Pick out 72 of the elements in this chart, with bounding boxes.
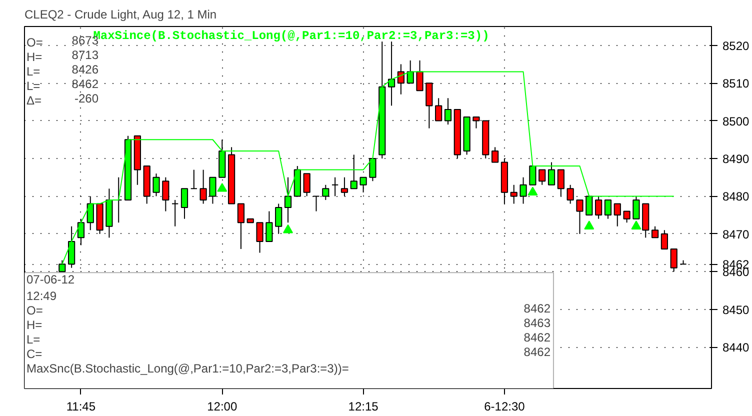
candlestick [444, 98, 452, 126]
candlestick [548, 162, 556, 186]
annotation: H= [26, 50, 42, 64]
candlestick [426, 82, 433, 129]
annotation: 8463 [524, 316, 551, 330]
candlestick [472, 116, 480, 129]
y-tick-label: 8510 [722, 76, 750, 91]
annotation: O= [26, 36, 43, 50]
text: L= [26, 332, 40, 347]
candlestick [651, 226, 659, 238]
y-tick-label: 8470 [722, 227, 750, 242]
candlestick [275, 203, 282, 234]
candlestick [312, 196, 320, 212]
candlestick [623, 210, 630, 224]
text: L= [26, 79, 40, 94]
candlestick [566, 184, 574, 204]
candlestick [491, 146, 499, 163]
annotation: 8462 [524, 302, 551, 316]
candlestick [435, 98, 442, 122]
chart-title: CLEQ2 - Crude Light, Aug 12, 1 Min [24, 8, 217, 22]
candlestick [284, 176, 292, 224]
candlestick [256, 222, 264, 254]
candlestick [586, 196, 593, 216]
y-tick-label: 8500 [722, 114, 750, 128]
x-tick-label: 12:00 [207, 400, 238, 414]
annotation: L= [26, 64, 40, 79]
text: Δ= -260 [26, 92, 99, 108]
candlestick [416, 60, 424, 92]
annotation: C= [26, 347, 42, 362]
candlestick [322, 184, 330, 200]
candlestick [604, 199, 612, 220]
y-tick-label: 8480 [722, 190, 750, 204]
candlestick [190, 169, 198, 190]
annotation: 12:49 [26, 289, 57, 304]
x-tick-label: 6-12:30 [484, 400, 526, 414]
y-tick-label: 8440 [722, 340, 750, 355]
candlestick [614, 203, 621, 227]
candlestick [172, 199, 179, 227]
annotation: 8462 [524, 330, 551, 345]
y-tick-label: 8520 [722, 38, 750, 53]
candlestick [360, 176, 367, 193]
x-tick-label: 11:45 [66, 400, 96, 414]
candlestick [303, 173, 310, 197]
text: H= [26, 318, 42, 332]
candlestick [237, 203, 245, 250]
y-tick-label: 8450 [722, 302, 750, 317]
candlestick [200, 169, 207, 204]
candlestick [180, 188, 188, 220]
text: 8426 [72, 62, 99, 77]
annotation: MaxSnc(B.Stochastic_Long(@,Par1:=10,Par2:=3,Par3:=3))= [26, 362, 349, 376]
candlestick [86, 196, 94, 231]
text: 8713 [72, 48, 99, 62]
y-tick-label: 8490 [722, 152, 750, 166]
x-tick-label: 12:15 [348, 400, 379, 414]
candlestick [557, 169, 564, 197]
candlestick [340, 176, 348, 197]
candlestick [152, 173, 160, 197]
candlestick [332, 176, 339, 197]
candlestick [576, 199, 584, 234]
annotation: 07-06-12 [26, 272, 75, 286]
candlestick [162, 176, 170, 212]
candlestick [266, 210, 273, 242]
candlestick [369, 158, 376, 182]
candlestick [350, 154, 358, 190]
text: 8462 [524, 345, 550, 360]
candlestick [595, 196, 602, 220]
candlestick [670, 248, 678, 272]
candlestick [538, 169, 546, 186]
annotation: 8462 [72, 77, 99, 92]
candlestick [660, 230, 668, 250]
candlestick [510, 184, 518, 204]
text: O= [26, 304, 43, 318]
